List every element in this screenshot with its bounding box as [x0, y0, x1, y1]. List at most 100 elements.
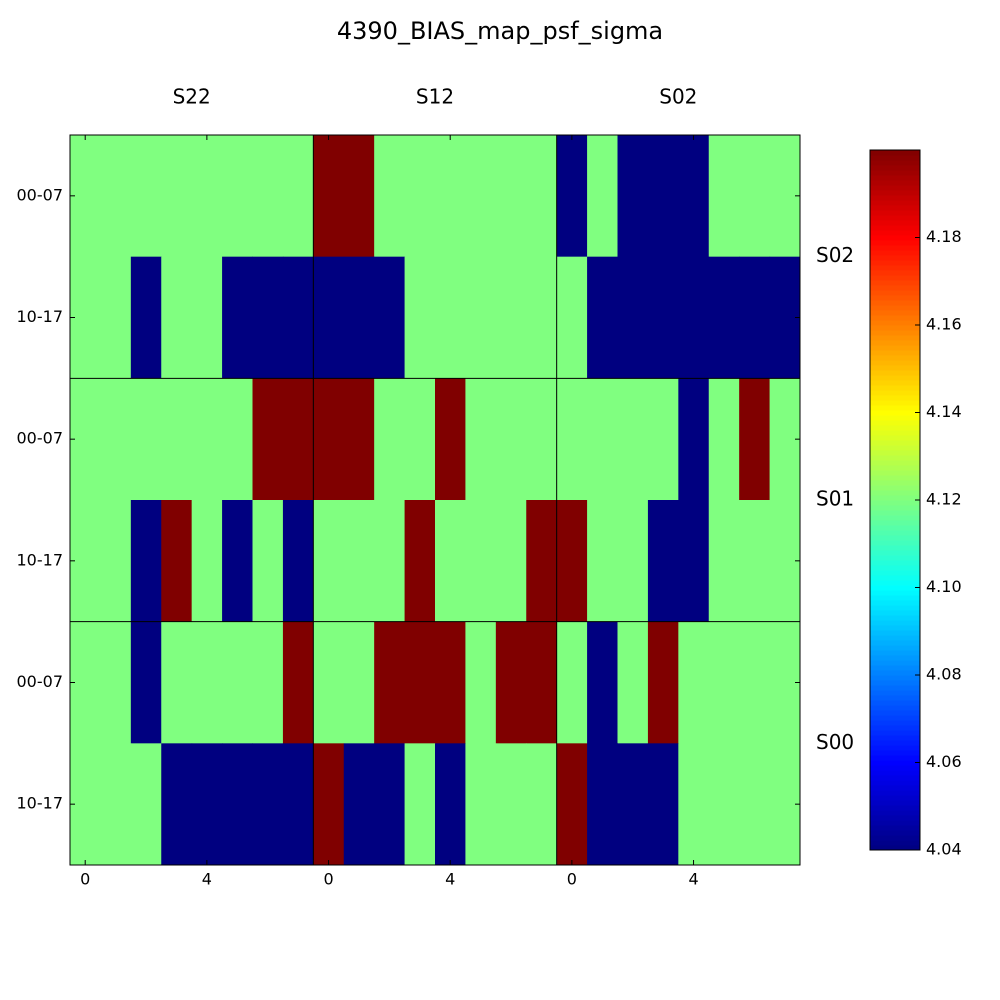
heatmap-cell [313, 743, 345, 866]
colorbar-gradient [870, 640, 920, 646]
colorbar-gradient [870, 740, 920, 746]
colorbar-gradient [870, 810, 920, 816]
colorbar-gradient [870, 405, 920, 411]
heatmap-cell [678, 135, 710, 258]
colorbar-gradient [870, 800, 920, 806]
colorbar-gradient [870, 720, 920, 726]
colorbar-gradient [870, 670, 920, 676]
heatmap-cell [70, 621, 101, 744]
heatmap-cell [191, 256, 223, 379]
colorbar-gradient [870, 495, 920, 501]
heatmap-cell [465, 621, 497, 744]
colorbar-gradient [870, 415, 920, 421]
heatmap-cell [343, 621, 375, 744]
colorbar-gradient [870, 615, 920, 621]
heatmap-cell [100, 621, 132, 744]
colorbar-gradient [870, 595, 920, 601]
heatmap-cell [435, 500, 466, 623]
colorbar-tick-label: 4.04 [926, 840, 962, 859]
colorbar-gradient [870, 575, 920, 581]
heatmap-cell [465, 135, 497, 258]
column-group-label: S22 [173, 85, 211, 109]
colorbar-gradient [870, 395, 920, 401]
heatmap-cell [404, 500, 436, 623]
colorbar-gradient [870, 305, 920, 311]
colorbar-gradient [870, 310, 920, 316]
heatmap-cell [130, 378, 162, 501]
colorbar-gradient [870, 655, 920, 661]
heatmap-cell [617, 500, 649, 623]
heatmap-cell [404, 135, 436, 258]
colorbar-gradient [870, 435, 920, 441]
heatmap-cell [556, 621, 588, 744]
heatmap-cell [678, 256, 710, 379]
colorbar-gradient [870, 725, 920, 731]
plot-frame [69, 134, 801, 866]
colorbar-gradient [870, 425, 920, 431]
colorbar-gradient [870, 795, 920, 801]
colorbar-gradient [870, 240, 920, 246]
y-tick-label: 00-07 [17, 672, 64, 691]
colorbar-gradient [870, 355, 920, 361]
colorbar-gradient [870, 570, 920, 576]
colorbar-gradient [870, 785, 920, 791]
heatmap-cell [161, 135, 193, 258]
colorbar-gradient [870, 690, 920, 696]
colorbar-gradient [870, 275, 920, 281]
heatmap-cell [739, 500, 771, 623]
colorbar-gradient [870, 845, 920, 851]
colorbar-tick-label: 4.06 [926, 752, 962, 771]
colorbar-gradient [870, 770, 920, 776]
colorbar-gradient [870, 765, 920, 771]
colorbar-gradient [870, 455, 920, 461]
heatmap-cell [313, 256, 345, 379]
heatmap-cell [465, 378, 497, 501]
heatmap-cell [739, 135, 771, 258]
heatmap-cell [526, 256, 558, 379]
colorbar-gradient [870, 265, 920, 271]
heatmap-cell [282, 378, 314, 501]
colorbar-gradient [870, 505, 920, 511]
heatmap-cell [708, 135, 740, 258]
heatmap-cell [252, 378, 284, 501]
heatmap-cell [282, 500, 314, 623]
heatmap-cell [465, 500, 497, 623]
heatmap-cell [161, 500, 193, 623]
heatmap-cell [617, 743, 649, 866]
column-group-label: S02 [659, 85, 697, 109]
colorbar-gradient [870, 155, 920, 161]
heatmap-cell [161, 743, 193, 866]
heatmap-cell [617, 378, 649, 501]
colorbar-gradient [870, 600, 920, 606]
heatmap-cell [708, 378, 740, 501]
y-tick-label: 00-07 [17, 429, 64, 448]
heatmap-cell [617, 135, 649, 258]
colorbar-gradient [870, 350, 920, 356]
colorbar-gradient [870, 440, 920, 446]
heatmap-cell [374, 378, 406, 501]
colorbar-gradient [870, 750, 920, 756]
heatmap-cell [404, 378, 436, 501]
heatmap-cell [222, 135, 253, 258]
colorbar-gradient [870, 335, 920, 341]
heatmap-cell [435, 378, 466, 501]
heatmap-cell [252, 621, 284, 744]
x-tick-label: 0 [80, 870, 90, 889]
colorbar-gradient [870, 675, 920, 681]
heatmap-cell [252, 256, 284, 379]
heatmap-cell [130, 135, 162, 258]
heatmap-cell [708, 743, 740, 866]
heatmap-cell [100, 135, 132, 258]
heatmap-cell [495, 135, 527, 258]
heatmap-cell [739, 621, 771, 744]
colorbar-gradient [870, 170, 920, 176]
heatmap-cell [100, 500, 132, 623]
heatmap-cell [587, 743, 618, 866]
heatmap-cell [252, 500, 284, 623]
colorbar-gradient [870, 780, 920, 786]
row-group-label: S01 [816, 487, 854, 511]
heatmap-cell [100, 378, 132, 501]
colorbar-tick-label: 4.14 [926, 402, 962, 421]
colorbar-gradient [870, 250, 920, 256]
